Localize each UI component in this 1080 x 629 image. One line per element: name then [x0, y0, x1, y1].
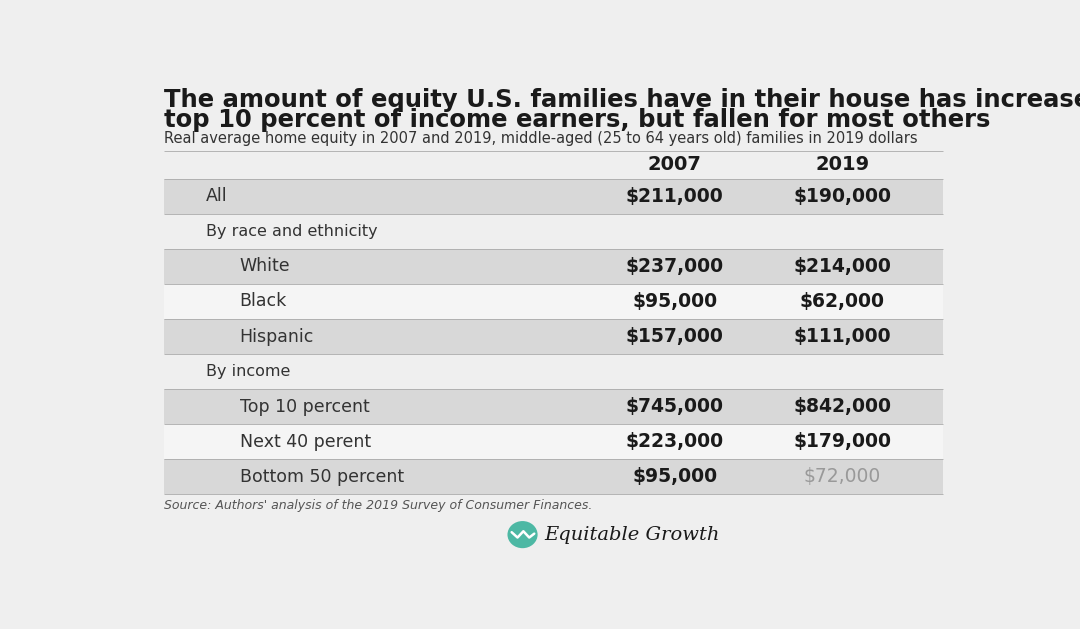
Bar: [164, 459, 943, 494]
Text: Real average home equity in 2007 and 2019, middle-aged (25 to 64 years old) fami: Real average home equity in 2007 and 201…: [164, 131, 918, 146]
Bar: [164, 424, 943, 459]
Text: Hispanic: Hispanic: [240, 328, 314, 345]
Bar: [164, 179, 943, 214]
Text: $223,000: $223,000: [625, 432, 724, 451]
Text: $214,000: $214,000: [794, 257, 891, 276]
Text: By race and ethnicity: By race and ethnicity: [206, 224, 378, 239]
Bar: [164, 150, 943, 179]
Bar: [164, 284, 943, 319]
Text: $111,000: $111,000: [794, 327, 891, 346]
Text: All: All: [206, 187, 228, 205]
Text: $190,000: $190,000: [794, 187, 891, 206]
Text: Equitable Growth: Equitable Growth: [544, 526, 719, 543]
Bar: [164, 389, 943, 424]
Text: Black: Black: [240, 292, 287, 311]
Text: $237,000: $237,000: [625, 257, 724, 276]
Text: Next 40 perent: Next 40 perent: [240, 433, 370, 451]
Bar: [164, 354, 943, 389]
Text: $72,000: $72,000: [804, 467, 881, 486]
Bar: [164, 249, 943, 284]
Text: The amount of equity U.S. families have in their house has increased for the: The amount of equity U.S. families have …: [164, 87, 1080, 111]
Text: Top 10 percent: Top 10 percent: [240, 398, 369, 416]
Text: White: White: [240, 257, 291, 276]
Text: $842,000: $842,000: [794, 397, 891, 416]
Text: 2019: 2019: [815, 155, 869, 174]
Text: $211,000: $211,000: [626, 187, 724, 206]
Text: By income: By income: [206, 364, 291, 379]
Text: 2007: 2007: [648, 155, 702, 174]
Text: $95,000: $95,000: [632, 467, 717, 486]
Ellipse shape: [508, 521, 538, 548]
Text: Source: Authors' analysis of the 2019 Survey of Consumer Finances.: Source: Authors' analysis of the 2019 Su…: [164, 499, 593, 512]
Text: $157,000: $157,000: [626, 327, 724, 346]
Bar: [164, 214, 943, 249]
Text: $95,000: $95,000: [632, 292, 717, 311]
Bar: [164, 319, 943, 354]
Text: $745,000: $745,000: [626, 397, 724, 416]
Text: top 10 percent of income earners, but fallen for most others: top 10 percent of income earners, but fa…: [164, 108, 990, 132]
Text: $179,000: $179,000: [794, 432, 891, 451]
Text: $62,000: $62,000: [800, 292, 885, 311]
Text: Bottom 50 percent: Bottom 50 percent: [240, 468, 404, 486]
